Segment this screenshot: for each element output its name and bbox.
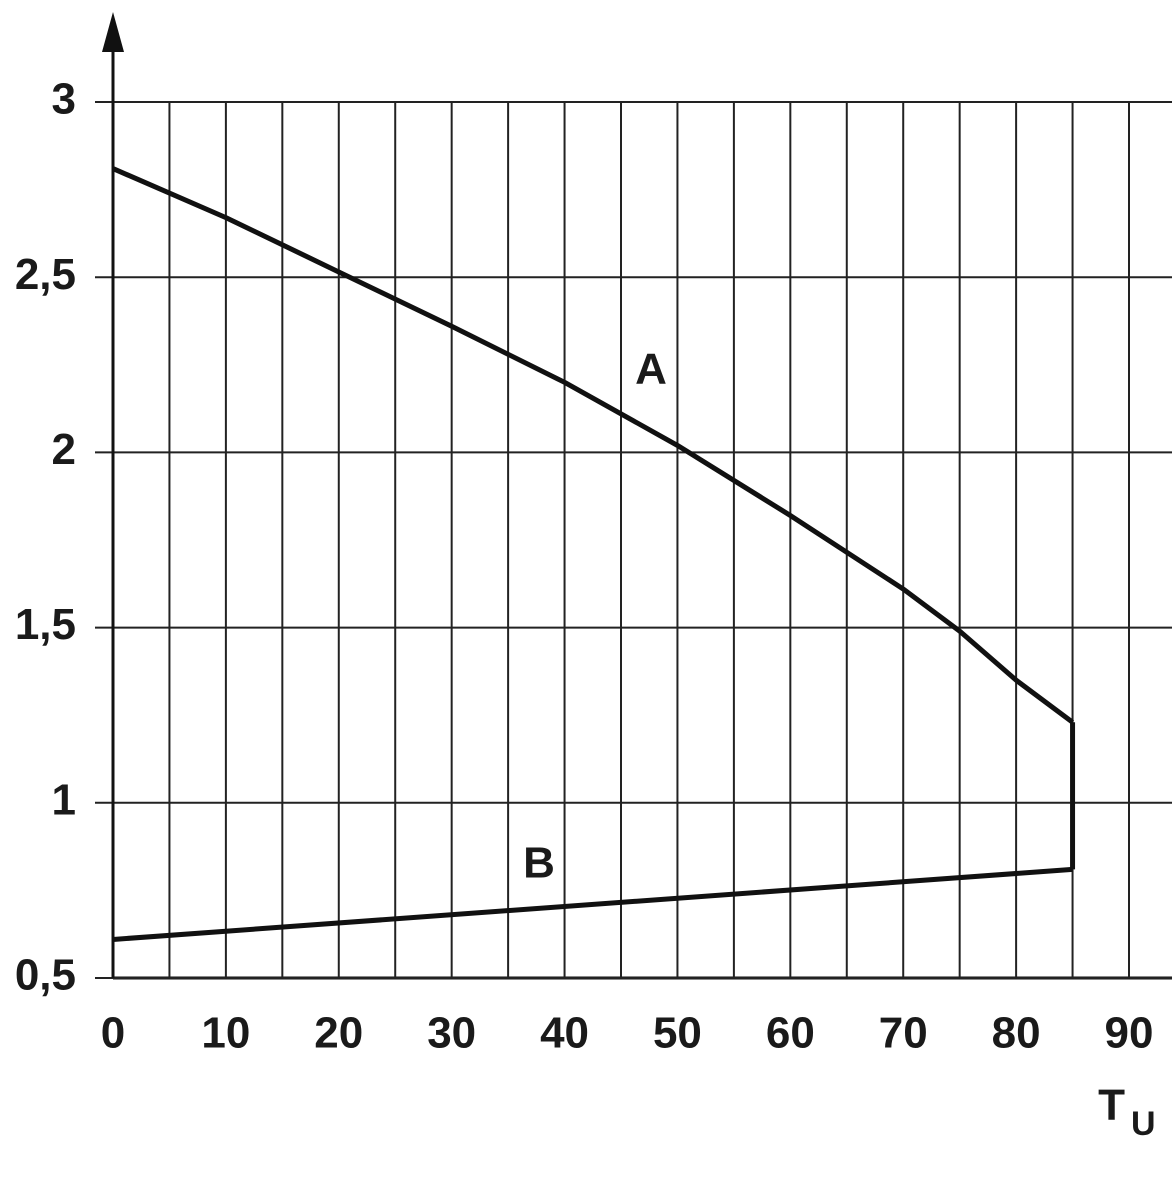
series-line xyxy=(112,866,1073,942)
y-tick-label: 2 xyxy=(52,425,76,474)
x-tick-label: 90 xyxy=(1105,1009,1154,1058)
y-tick-label: 1 xyxy=(52,775,76,824)
series-label: A xyxy=(635,345,667,394)
y-tick-label: 0,5 xyxy=(15,951,76,1000)
x-tick-label: 20 xyxy=(314,1009,363,1058)
x-tick-label: 80 xyxy=(992,1009,1041,1058)
x-tick-label: 30 xyxy=(427,1009,476,1058)
x-axis-label-subscript: U xyxy=(1131,1105,1156,1143)
x-axis-label: T xyxy=(1098,1081,1125,1130)
x-tick-label: 60 xyxy=(766,1009,815,1058)
y-tick-label: 2,5 xyxy=(15,250,76,299)
x-tick-label: 50 xyxy=(653,1009,702,1058)
series-label: B xyxy=(523,839,555,888)
x-tick-label: 40 xyxy=(540,1009,589,1058)
y-tick-label: 3 xyxy=(52,75,76,124)
y-axis-arrow xyxy=(102,12,124,52)
x-tick-label: 10 xyxy=(201,1009,250,1058)
x-tick-label: 0 xyxy=(101,1009,125,1058)
y-tick-label: 1,5 xyxy=(15,600,76,649)
series-line xyxy=(112,166,1075,725)
x-tick-label: 70 xyxy=(879,1009,928,1058)
